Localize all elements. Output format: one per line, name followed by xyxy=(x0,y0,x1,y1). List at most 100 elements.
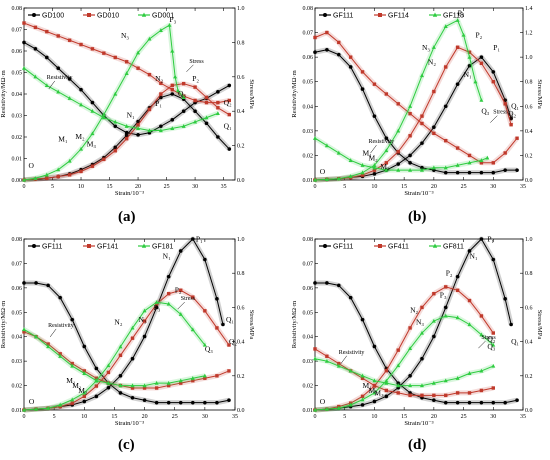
y-right-tick-label: 0.2 xyxy=(525,374,533,380)
data-point-GF114 xyxy=(479,161,484,165)
data-point-GF141 xyxy=(142,319,147,323)
legend-marker-GF111 xyxy=(323,244,327,248)
annotation-p₁: P₁ xyxy=(196,234,203,243)
data-point-GD001 xyxy=(22,177,26,182)
data-point-GD001 xyxy=(67,158,72,163)
legend-label-GF181: GF181 xyxy=(152,244,174,251)
x-tick-label: 20 xyxy=(431,414,437,420)
data-point-GF411 xyxy=(479,388,484,393)
data-point-GF411 xyxy=(455,288,460,292)
stress-pointer xyxy=(478,340,486,349)
data-point-GD001 xyxy=(204,115,209,120)
data-point-GD010 xyxy=(204,95,209,100)
data-point-GF181 xyxy=(70,363,75,368)
data-point-GF111 xyxy=(94,394,99,399)
resistivity-pointer xyxy=(48,80,56,90)
data-point-GD010 xyxy=(67,173,72,177)
y-left-tick-label: 0.08 xyxy=(12,6,23,12)
data-point-GD100 xyxy=(170,118,175,122)
legend-marker-GF111 xyxy=(323,13,327,17)
data-point-GF411 xyxy=(444,285,448,289)
data-point-GF181 xyxy=(34,334,39,339)
data-point-GF811 xyxy=(467,322,472,327)
legend-label-GF811: GF811 xyxy=(443,244,464,251)
data-point-GF141 xyxy=(179,288,183,292)
data-point-GF181 xyxy=(94,378,99,383)
data-point-GD100 xyxy=(22,40,26,45)
data-point-GD001 xyxy=(175,88,180,93)
annotation-m₁: M₁ xyxy=(66,376,76,385)
y-right-tick-label: 0.0 xyxy=(525,178,533,184)
data-point-GF118 xyxy=(372,163,377,167)
data-point-GD100 xyxy=(216,135,220,139)
data-point-GD010 xyxy=(124,137,129,141)
data-point-GF111 xyxy=(372,172,377,176)
data-point-GF811 xyxy=(419,383,424,388)
data-point-GF111 xyxy=(455,170,460,175)
x-tick-label: 30 xyxy=(202,414,208,420)
data-point-GD010 xyxy=(45,29,49,34)
legend-marker-GF181 xyxy=(141,243,147,248)
data-point-GD010 xyxy=(204,100,209,105)
data-point-GF118 xyxy=(313,177,317,182)
chart-panel-1: 0 5 10 15 20 25 30 35 0.01 0.02 0.03 0.04 0.05 0.06 0.… xyxy=(291,6,543,197)
data-point-GF111 xyxy=(221,322,225,327)
data-point-GF411 xyxy=(432,393,436,398)
legend-label-GF411: GF411 xyxy=(388,244,409,251)
data-point-GF811 xyxy=(336,363,341,368)
x-tick-label: 0 xyxy=(23,414,26,420)
y-left-tick-label: 0.05 xyxy=(303,80,314,86)
data-point-GF111 xyxy=(360,403,365,407)
data-point-GF111 xyxy=(372,114,377,118)
data-point-GF141 xyxy=(191,295,195,299)
data-point-GF118 xyxy=(336,176,341,181)
series-line-GF811 xyxy=(314,358,494,387)
data-point-GF114 xyxy=(372,168,377,172)
legend-marker-GD001 xyxy=(141,12,147,17)
data-point-GD001 xyxy=(136,50,141,55)
data-point-GD010 xyxy=(22,21,26,25)
data-point-GF111 xyxy=(142,334,147,339)
y-right-tick-label: 0.4 xyxy=(525,340,533,346)
data-point-GF118 xyxy=(324,177,329,181)
data-point-GF114 xyxy=(420,114,424,118)
data-point-GF811 xyxy=(491,363,496,368)
data-point-GF141 xyxy=(227,369,231,373)
data-point-GF111 xyxy=(360,317,365,322)
data-point-GD010 xyxy=(56,34,60,38)
x-axis-label: Strain/10⁻³ xyxy=(115,420,144,427)
data-point-GF111 xyxy=(336,283,341,288)
y-left-tick-label: 0.03 xyxy=(12,114,23,120)
data-point-GF141 xyxy=(106,370,111,375)
data-point-GD001 xyxy=(147,36,152,41)
data-point-GF141 xyxy=(203,376,207,380)
legend-marker-GF111 xyxy=(32,244,36,248)
data-point-GF114 xyxy=(444,138,448,143)
data-point-GF811 xyxy=(455,315,460,320)
y-right-tick-label: 0.6 xyxy=(525,104,533,110)
data-point-GF111 xyxy=(503,98,507,102)
series-line-GF118 xyxy=(314,137,488,171)
y-left-tick-label: 0.01 xyxy=(303,178,314,184)
data-point-GF114 xyxy=(396,150,400,154)
data-point-GF118 xyxy=(461,32,466,37)
data-point-GF141 xyxy=(154,386,159,390)
data-point-GF141 xyxy=(142,386,147,390)
x-tick-label: 10 xyxy=(371,414,377,420)
legend-marker-GF811 xyxy=(432,243,438,248)
data-point-GF181 xyxy=(58,354,63,358)
data-point-GD001 xyxy=(124,124,129,128)
data-point-GF111 xyxy=(372,344,377,349)
data-point-GD010 xyxy=(227,112,231,117)
y-left-tick-label: 0.05 xyxy=(303,310,314,316)
data-point-GF181 xyxy=(130,325,135,330)
data-point-GF181 xyxy=(190,376,195,380)
series-line-GF181 xyxy=(23,301,206,411)
data-point-GF411 xyxy=(360,376,365,380)
data-point-GD100 xyxy=(159,95,163,100)
legend-marker-GF114 xyxy=(378,13,382,17)
data-point-GD001 xyxy=(67,96,72,100)
data-point-GF141 xyxy=(130,386,135,390)
annotation-resistivity: Resistivity xyxy=(47,75,73,81)
y-left-tick-label: 0.06 xyxy=(12,286,23,292)
